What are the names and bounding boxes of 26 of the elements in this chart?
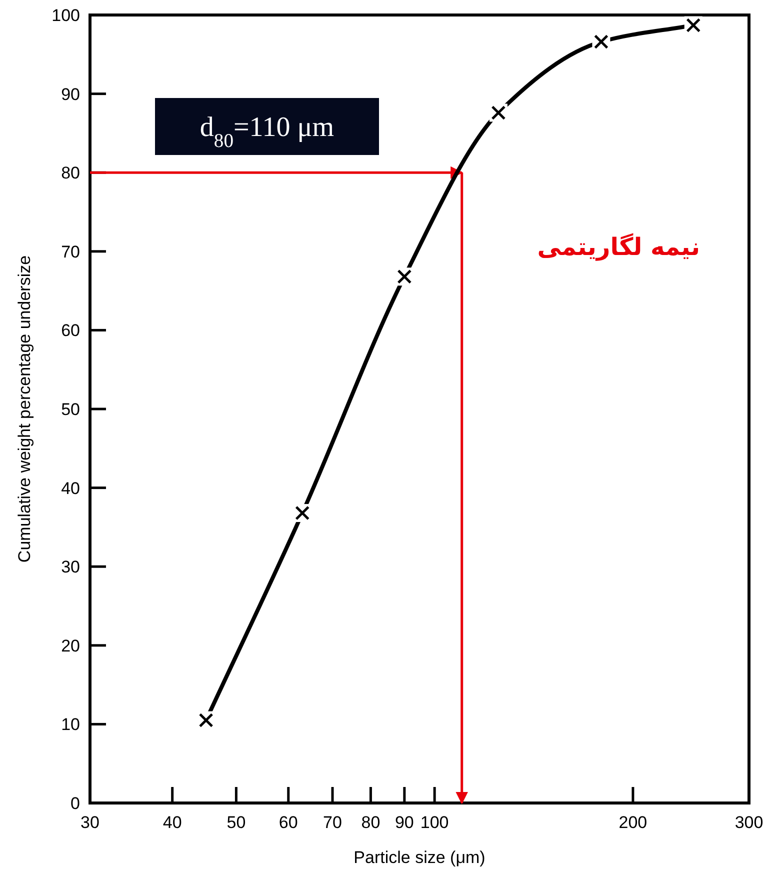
y-tick-label: 60 [61,321,80,340]
y-tick-label: 0 [70,794,80,813]
picture-annotation-box: d$_{80}$=110 μm [155,98,379,155]
x-tick-label: 50 [226,813,246,832]
y-tick-label: 80 [61,164,80,183]
y-tick-label: 20 [61,636,80,656]
x-tick-label: 60 [278,813,298,832]
y-tick-label: 90 [61,84,80,104]
x-tick-label: 200 [618,813,648,832]
y-tick-label: 100 [52,6,80,25]
y-tick-label: 40 [61,478,80,498]
y-axis-title: Cumulative weight percentage undersize [15,255,34,563]
annotation: نیمه لگاریتمی [537,233,700,261]
y-tick-label: 30 [61,558,80,577]
x-tick-label: 100 [420,813,449,832]
y-tick-label: 70 [61,242,80,262]
y-tick-label: 10 [61,715,80,734]
x-tick-label: 40 [162,813,182,832]
annotation: d$_{80}$=110 μm [200,112,334,152]
x-tick-label: 90 [394,813,414,832]
y-tick-label: 50 [61,400,80,419]
x-tick-label: 300 [734,813,764,832]
x-tick-label: 80 [361,813,380,832]
x-tick-label: 30 [80,813,100,832]
x-axis-title: Particle size (μm) [354,848,486,867]
x-tick-label: 70 [323,813,342,832]
